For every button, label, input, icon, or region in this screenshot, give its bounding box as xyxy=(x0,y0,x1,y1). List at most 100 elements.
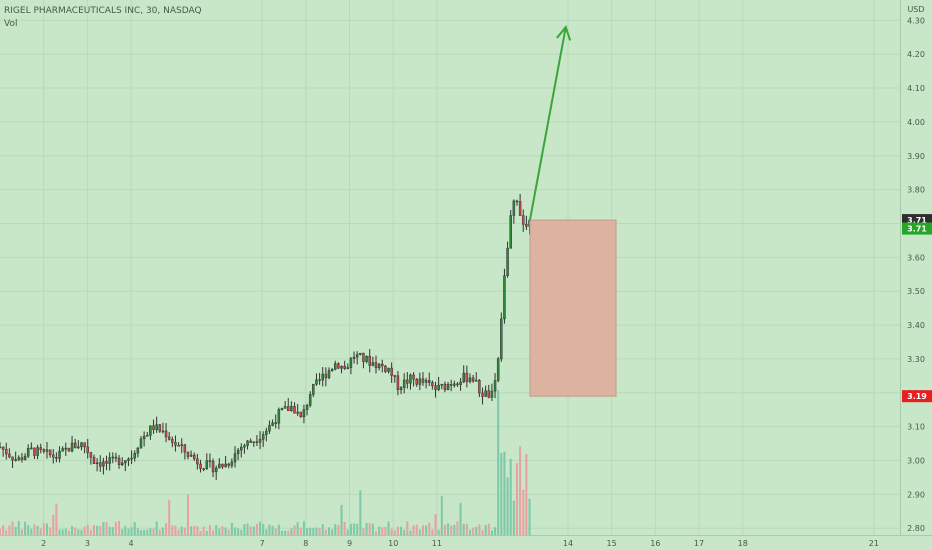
candle-body xyxy=(290,406,293,411)
candle-body xyxy=(324,373,328,379)
time-tick-label: 18 xyxy=(738,539,748,548)
candle-body xyxy=(61,448,64,452)
volume-bar xyxy=(390,528,393,535)
volume-bar xyxy=(133,522,136,535)
candle-body xyxy=(346,367,350,369)
volume-bar xyxy=(277,524,280,535)
candle-body xyxy=(208,460,212,462)
candle-body xyxy=(318,379,321,382)
candle-body xyxy=(271,422,274,426)
symbol-title: RIGEL PHARMACEUTICALS INC, 30, NASDAQ xyxy=(4,6,202,16)
volume-bar xyxy=(83,526,86,535)
volume-bar xyxy=(302,521,305,535)
candle-body xyxy=(146,435,149,437)
candle-body xyxy=(381,363,384,367)
candle-body xyxy=(33,447,36,456)
volume-bar xyxy=(262,524,265,535)
candle-body xyxy=(415,378,418,385)
volume-bar xyxy=(497,390,500,535)
volume-bar xyxy=(92,524,95,535)
volume-bar xyxy=(208,525,211,535)
volume-bar xyxy=(484,524,487,535)
volume-bar xyxy=(146,529,149,535)
candle-body xyxy=(102,461,105,467)
candle-body xyxy=(174,442,177,446)
volume-bar xyxy=(453,524,456,535)
candle-body xyxy=(428,380,431,383)
volume-bar xyxy=(259,521,262,535)
volume-bar xyxy=(362,528,365,535)
candle-body xyxy=(152,425,155,430)
volume-bar xyxy=(393,530,396,535)
volume-bar xyxy=(287,530,290,535)
price-tick-label: 3.80 xyxy=(907,186,925,195)
volume-bar xyxy=(249,526,252,535)
volume-bar xyxy=(233,527,236,535)
volume-bar xyxy=(27,524,30,535)
candle-body xyxy=(86,446,89,453)
candle-body xyxy=(337,363,340,369)
volume-bar xyxy=(503,451,506,535)
volume-bar xyxy=(149,528,152,535)
volume-bar xyxy=(99,526,102,535)
candle-body xyxy=(149,425,152,436)
price-tag-label: 3.71 xyxy=(907,225,927,234)
candle-body xyxy=(258,439,262,443)
volume-bar xyxy=(45,523,48,535)
volume-bar xyxy=(14,526,17,535)
volume-bar xyxy=(186,494,189,535)
candle-body xyxy=(402,379,406,388)
price-axis-bg xyxy=(900,0,932,550)
candle-body xyxy=(221,463,224,468)
candle-body xyxy=(186,451,190,457)
volume-bar xyxy=(218,528,221,535)
drawing-overlay[interactable] xyxy=(528,25,617,397)
candle-body xyxy=(471,377,475,382)
volume-bar xyxy=(243,524,246,535)
volume-bar xyxy=(425,525,428,535)
candle-body xyxy=(120,462,124,466)
volume-bar xyxy=(412,525,415,535)
time-axis[interactable]: 2 3 4 7 8 9 10 11 14 15 16 17 18 21 xyxy=(0,535,932,550)
candle-body xyxy=(23,455,27,461)
volume-bar xyxy=(86,524,89,535)
volume-bar xyxy=(296,522,299,535)
time-tick-label: 14 xyxy=(563,539,573,548)
candle-body xyxy=(224,463,227,468)
volume-bar xyxy=(293,525,296,535)
volume-bar xyxy=(127,528,130,535)
volume-bar xyxy=(5,530,8,535)
candle-body xyxy=(343,365,346,369)
volume-bar xyxy=(475,526,478,535)
candle-body xyxy=(158,424,162,432)
candle-body xyxy=(42,449,46,452)
volume-bar xyxy=(193,525,196,535)
candle-body xyxy=(227,463,230,466)
candle-body xyxy=(155,424,158,430)
candle-body xyxy=(437,384,440,390)
candle-body xyxy=(377,363,381,369)
volume-bar xyxy=(124,525,127,535)
price-axis[interactable]: USD4.304.204.104.003.903.803.703.603.503… xyxy=(900,0,932,550)
volume-bar xyxy=(8,525,11,535)
volume-bar xyxy=(431,529,434,535)
volume-bar xyxy=(365,523,368,535)
candle-body xyxy=(139,438,143,449)
candle-body xyxy=(55,457,58,459)
volume-bar xyxy=(121,528,124,535)
candle-body xyxy=(36,447,39,456)
volume-bar xyxy=(205,530,208,535)
volume-bar xyxy=(161,527,164,535)
candle-body xyxy=(496,358,500,381)
volume-bar xyxy=(0,528,1,535)
volume-bar xyxy=(64,528,67,535)
volume-bar xyxy=(309,527,312,535)
candle-body xyxy=(171,439,174,443)
candle-body xyxy=(434,385,437,390)
candle-body xyxy=(515,200,519,203)
volume-bar xyxy=(255,523,258,535)
time-tick-label: 2 xyxy=(41,539,46,548)
candle-body xyxy=(287,406,290,411)
volume-bar xyxy=(221,526,224,535)
